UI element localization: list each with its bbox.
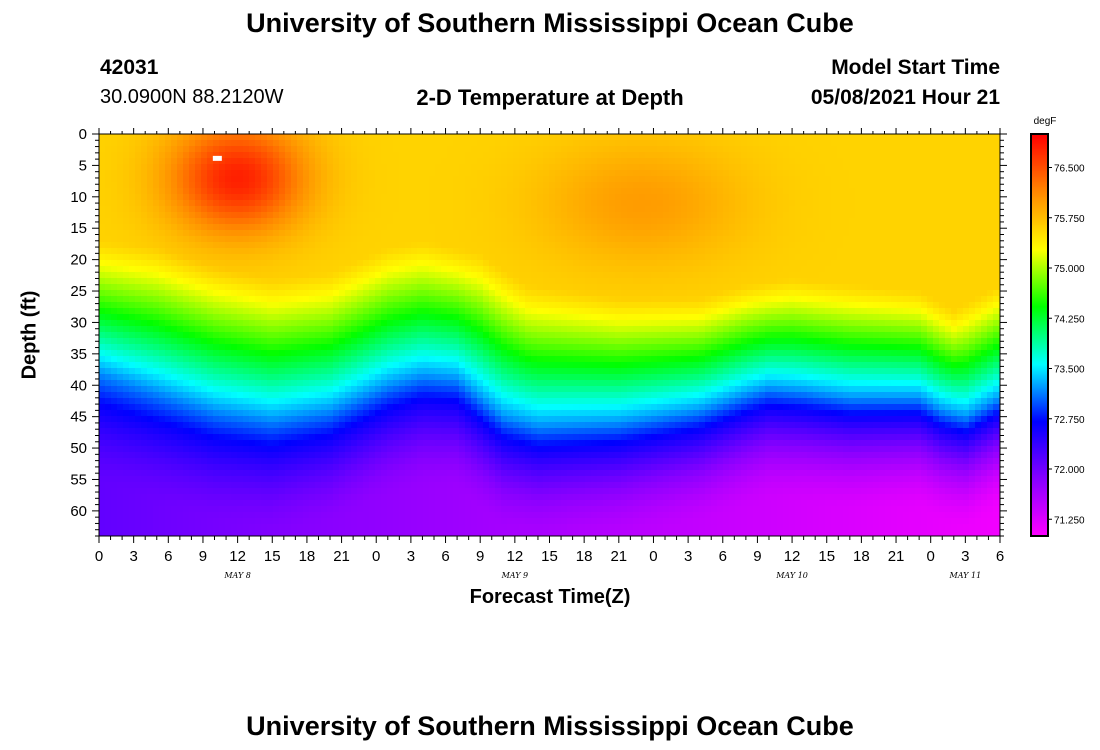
y-tick-label: 30 (70, 314, 87, 331)
x-tick-label: 3 (129, 548, 137, 565)
x-tick-label: 21 (610, 548, 627, 565)
colorbar-tick-label: 74.250 (1054, 314, 1085, 325)
model-start-label: Model Start Time (831, 56, 1000, 79)
x-tick-label: 0 (649, 548, 657, 565)
x-tick-label: 3 (407, 548, 415, 565)
x-axis-label: Forecast Time(Z) (469, 586, 631, 608)
x-tick-label: 0 (95, 548, 103, 565)
footer-title: University of Southern Mississippi Ocean… (246, 711, 854, 741)
x-date-label: MAY 10 (775, 571, 808, 580)
y-tick-label: 45 (70, 409, 87, 426)
x-tick-label: 15 (541, 548, 558, 565)
y-tick-label: 50 (70, 440, 87, 457)
y-tick-label: 5 (79, 157, 87, 174)
page-title: University of Southern Mississippi Ocean… (246, 8, 854, 38)
colorbar-tick-label: 71.250 (1054, 515, 1085, 526)
colorbar-tick-label: 75.000 (1054, 264, 1085, 275)
model-start-value: 05/08/2021 Hour 21 (810, 86, 1000, 109)
colorbar-tick-label: 72.000 (1054, 465, 1085, 476)
temperature-heatmap (99, 134, 1000, 536)
x-tick-label: 3 (961, 548, 969, 565)
x-tick-label: 12 (784, 548, 801, 565)
x-tick-label: 6 (441, 548, 449, 565)
y-axis-label: Depth (ft) (18, 290, 41, 380)
x-tick-label: 6 (719, 548, 727, 565)
y-tick-label: 60 (70, 503, 87, 520)
x-tick-label: 12 (507, 548, 524, 565)
x-tick-label: 9 (753, 548, 761, 565)
colorbar-unit: degF (1034, 116, 1057, 127)
colorbar-tick-label: 72.750 (1054, 415, 1085, 426)
y-tick-label: 25 (70, 283, 87, 300)
x-tick-label: 15 (264, 548, 281, 565)
y-tick-label: 10 (70, 189, 87, 206)
plot-title: 2-D Temperature at Depth (416, 85, 684, 110)
y-tick-label: 20 (70, 252, 87, 269)
colorbar-tick-label: 75.750 (1054, 214, 1085, 225)
plot-frame (98, 133, 1001, 537)
x-tick-label: 18 (576, 548, 593, 565)
x-tick-label: 0 (927, 548, 935, 565)
x-tick-label: 18 (853, 548, 870, 565)
x-tick-label: 12 (229, 548, 246, 565)
station-location: 30.0900N 88.2120W (100, 86, 284, 108)
colorbar-tick-label: 73.500 (1054, 365, 1085, 376)
y-tick-label: 0 (79, 126, 87, 143)
x-date-label: MAY 11 (949, 571, 982, 580)
x-tick-label: 18 (299, 548, 316, 565)
heatmap-plot (99, 134, 1000, 536)
x-tick-label: 3 (684, 548, 692, 565)
colorbar (1031, 134, 1048, 536)
colorbar-frame (1030, 133, 1049, 537)
x-tick-label: 21 (333, 548, 350, 565)
y-tick-label: 15 (70, 220, 87, 237)
x-tick-label: 9 (476, 548, 484, 565)
y-tick-label: 55 (70, 471, 87, 488)
x-tick-label: 0 (372, 548, 380, 565)
x-tick-label: 21 (888, 548, 905, 565)
x-date-label: MAY 8 (223, 571, 251, 580)
x-tick-label: 9 (199, 548, 207, 565)
y-tick-label: 35 (70, 346, 87, 363)
x-date-label: MAY 9 (501, 571, 529, 580)
colorbar-tick-label: 76.500 (1054, 164, 1085, 175)
y-tick-label: 40 (70, 377, 87, 394)
x-tick-label: 6 (996, 548, 1004, 565)
x-tick-label: 6 (164, 548, 172, 565)
x-tick-label: 15 (818, 548, 835, 565)
station-id: 42031 (100, 56, 159, 79)
